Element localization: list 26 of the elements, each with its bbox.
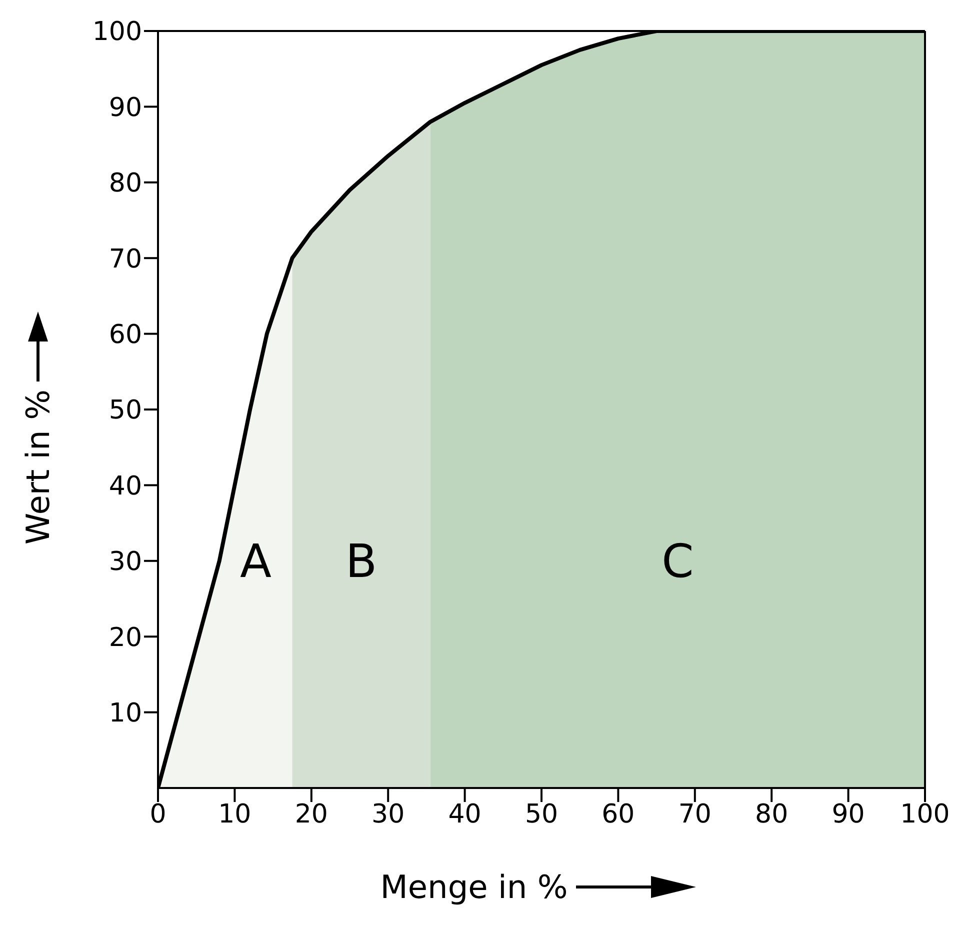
y-axis-title: Wert in % bbox=[19, 389, 57, 545]
y-tick-label: 30 bbox=[108, 547, 142, 578]
y-tick-label: 90 bbox=[108, 92, 142, 123]
y-tick-label: 100 bbox=[92, 17, 142, 48]
annotation: C bbox=[662, 534, 694, 588]
y-tick-label: 60 bbox=[108, 320, 142, 350]
x-tick-label: 90 bbox=[832, 799, 865, 830]
y-tick-label: 80 bbox=[108, 168, 142, 199]
y-tick-label: 70 bbox=[108, 244, 142, 274]
y-tick-label: 20 bbox=[108, 622, 142, 653]
x-tick-label: 70 bbox=[678, 799, 712, 830]
annotation: B bbox=[345, 534, 378, 588]
x-tick-label: 40 bbox=[448, 799, 482, 830]
y-tick-label: 40 bbox=[108, 471, 142, 502]
x-tick-label: 20 bbox=[294, 799, 328, 830]
y-tick-label: 10 bbox=[108, 698, 142, 729]
x-tick-label: 0 bbox=[150, 799, 166, 830]
x-axis-title: Menge in % bbox=[380, 868, 568, 906]
x-tick-label: 50 bbox=[524, 799, 558, 830]
x-tick-label: 100 bbox=[900, 799, 950, 830]
x-tick-label: 60 bbox=[602, 799, 635, 830]
x-tick-label: 80 bbox=[755, 799, 788, 830]
annotation: A bbox=[240, 534, 272, 588]
x-tick-label: 10 bbox=[218, 799, 252, 830]
y-tick-label: 50 bbox=[108, 396, 142, 426]
x-tick-label: 30 bbox=[372, 799, 405, 830]
